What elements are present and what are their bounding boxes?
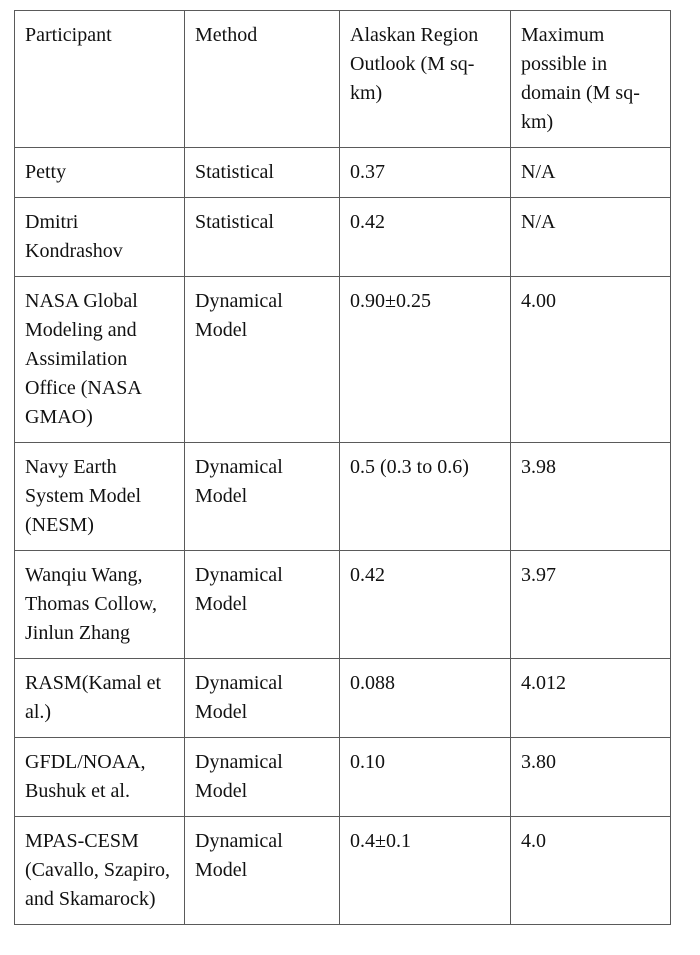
cell-outlook: 0.37 [340, 148, 511, 198]
table-row: NASA Global Modeling and Assimilation Of… [15, 277, 671, 443]
cell-maximum: 3.97 [511, 551, 671, 659]
cell-method: Dynamical Model [185, 659, 340, 738]
cell-participant: Petty [15, 148, 185, 198]
outlook-table: Participant Method Alaskan Region Outloo… [14, 10, 671, 925]
cell-method: Dynamical Model [185, 738, 340, 817]
cell-method: Dynamical Model [185, 817, 340, 925]
cell-participant: Wanqiu Wang, Thomas Collow, Jinlun Zhang [15, 551, 185, 659]
cell-maximum: 4.012 [511, 659, 671, 738]
cell-maximum: 4.0 [511, 817, 671, 925]
table-row: Wanqiu Wang, Thomas Collow, Jinlun Zhang… [15, 551, 671, 659]
cell-method: Statistical [185, 198, 340, 277]
cell-outlook: 0.4±0.1 [340, 817, 511, 925]
table-container: Participant Method Alaskan Region Outloo… [0, 0, 700, 955]
cell-outlook: 0.42 [340, 551, 511, 659]
cell-outlook: 0.90±0.25 [340, 277, 511, 443]
cell-method: Dynamical Model [185, 551, 340, 659]
cell-participant: Navy Earth System Model (NESM) [15, 443, 185, 551]
table-row: Petty Statistical 0.37 N/A [15, 148, 671, 198]
cell-outlook: 0.42 [340, 198, 511, 277]
table-row: GFDL/NOAA, Bushuk et al. Dynamical Model… [15, 738, 671, 817]
cell-participant: MPAS-CESM (Cavallo, Szapiro, and Skamaro… [15, 817, 185, 925]
cell-participant: NASA Global Modeling and Assimilation Of… [15, 277, 185, 443]
cell-maximum: 3.80 [511, 738, 671, 817]
cell-participant: Dmitri Kondrashov [15, 198, 185, 277]
cell-maximum: 4.00 [511, 277, 671, 443]
column-header-participant: Participant [15, 11, 185, 148]
cell-method: Dynamical Model [185, 443, 340, 551]
table-row: Dmitri Kondrashov Statistical 0.42 N/A [15, 198, 671, 277]
column-header-maximum: Maximum possible in domain (M sq-km) [511, 11, 671, 148]
cell-participant: GFDL/NOAA, Bushuk et al. [15, 738, 185, 817]
table-header-row: Participant Method Alaskan Region Outloo… [15, 11, 671, 148]
cell-maximum: N/A [511, 198, 671, 277]
column-header-outlook: Alaskan Region Outlook (M sq-km) [340, 11, 511, 148]
cell-outlook: 0.5 (0.3 to 0.6) [340, 443, 511, 551]
table-row: MPAS-CESM (Cavallo, Szapiro, and Skamaro… [15, 817, 671, 925]
cell-maximum: N/A [511, 148, 671, 198]
table-row: Navy Earth System Model (NESM) Dynamical… [15, 443, 671, 551]
table-row: RASM(Kamal et al.) Dynamical Model 0.088… [15, 659, 671, 738]
cell-method: Statistical [185, 148, 340, 198]
cell-maximum: 3.98 [511, 443, 671, 551]
column-header-method: Method [185, 11, 340, 148]
cell-outlook: 0.088 [340, 659, 511, 738]
cell-method: Dynamical Model [185, 277, 340, 443]
cell-participant: RASM(Kamal et al.) [15, 659, 185, 738]
cell-outlook: 0.10 [340, 738, 511, 817]
